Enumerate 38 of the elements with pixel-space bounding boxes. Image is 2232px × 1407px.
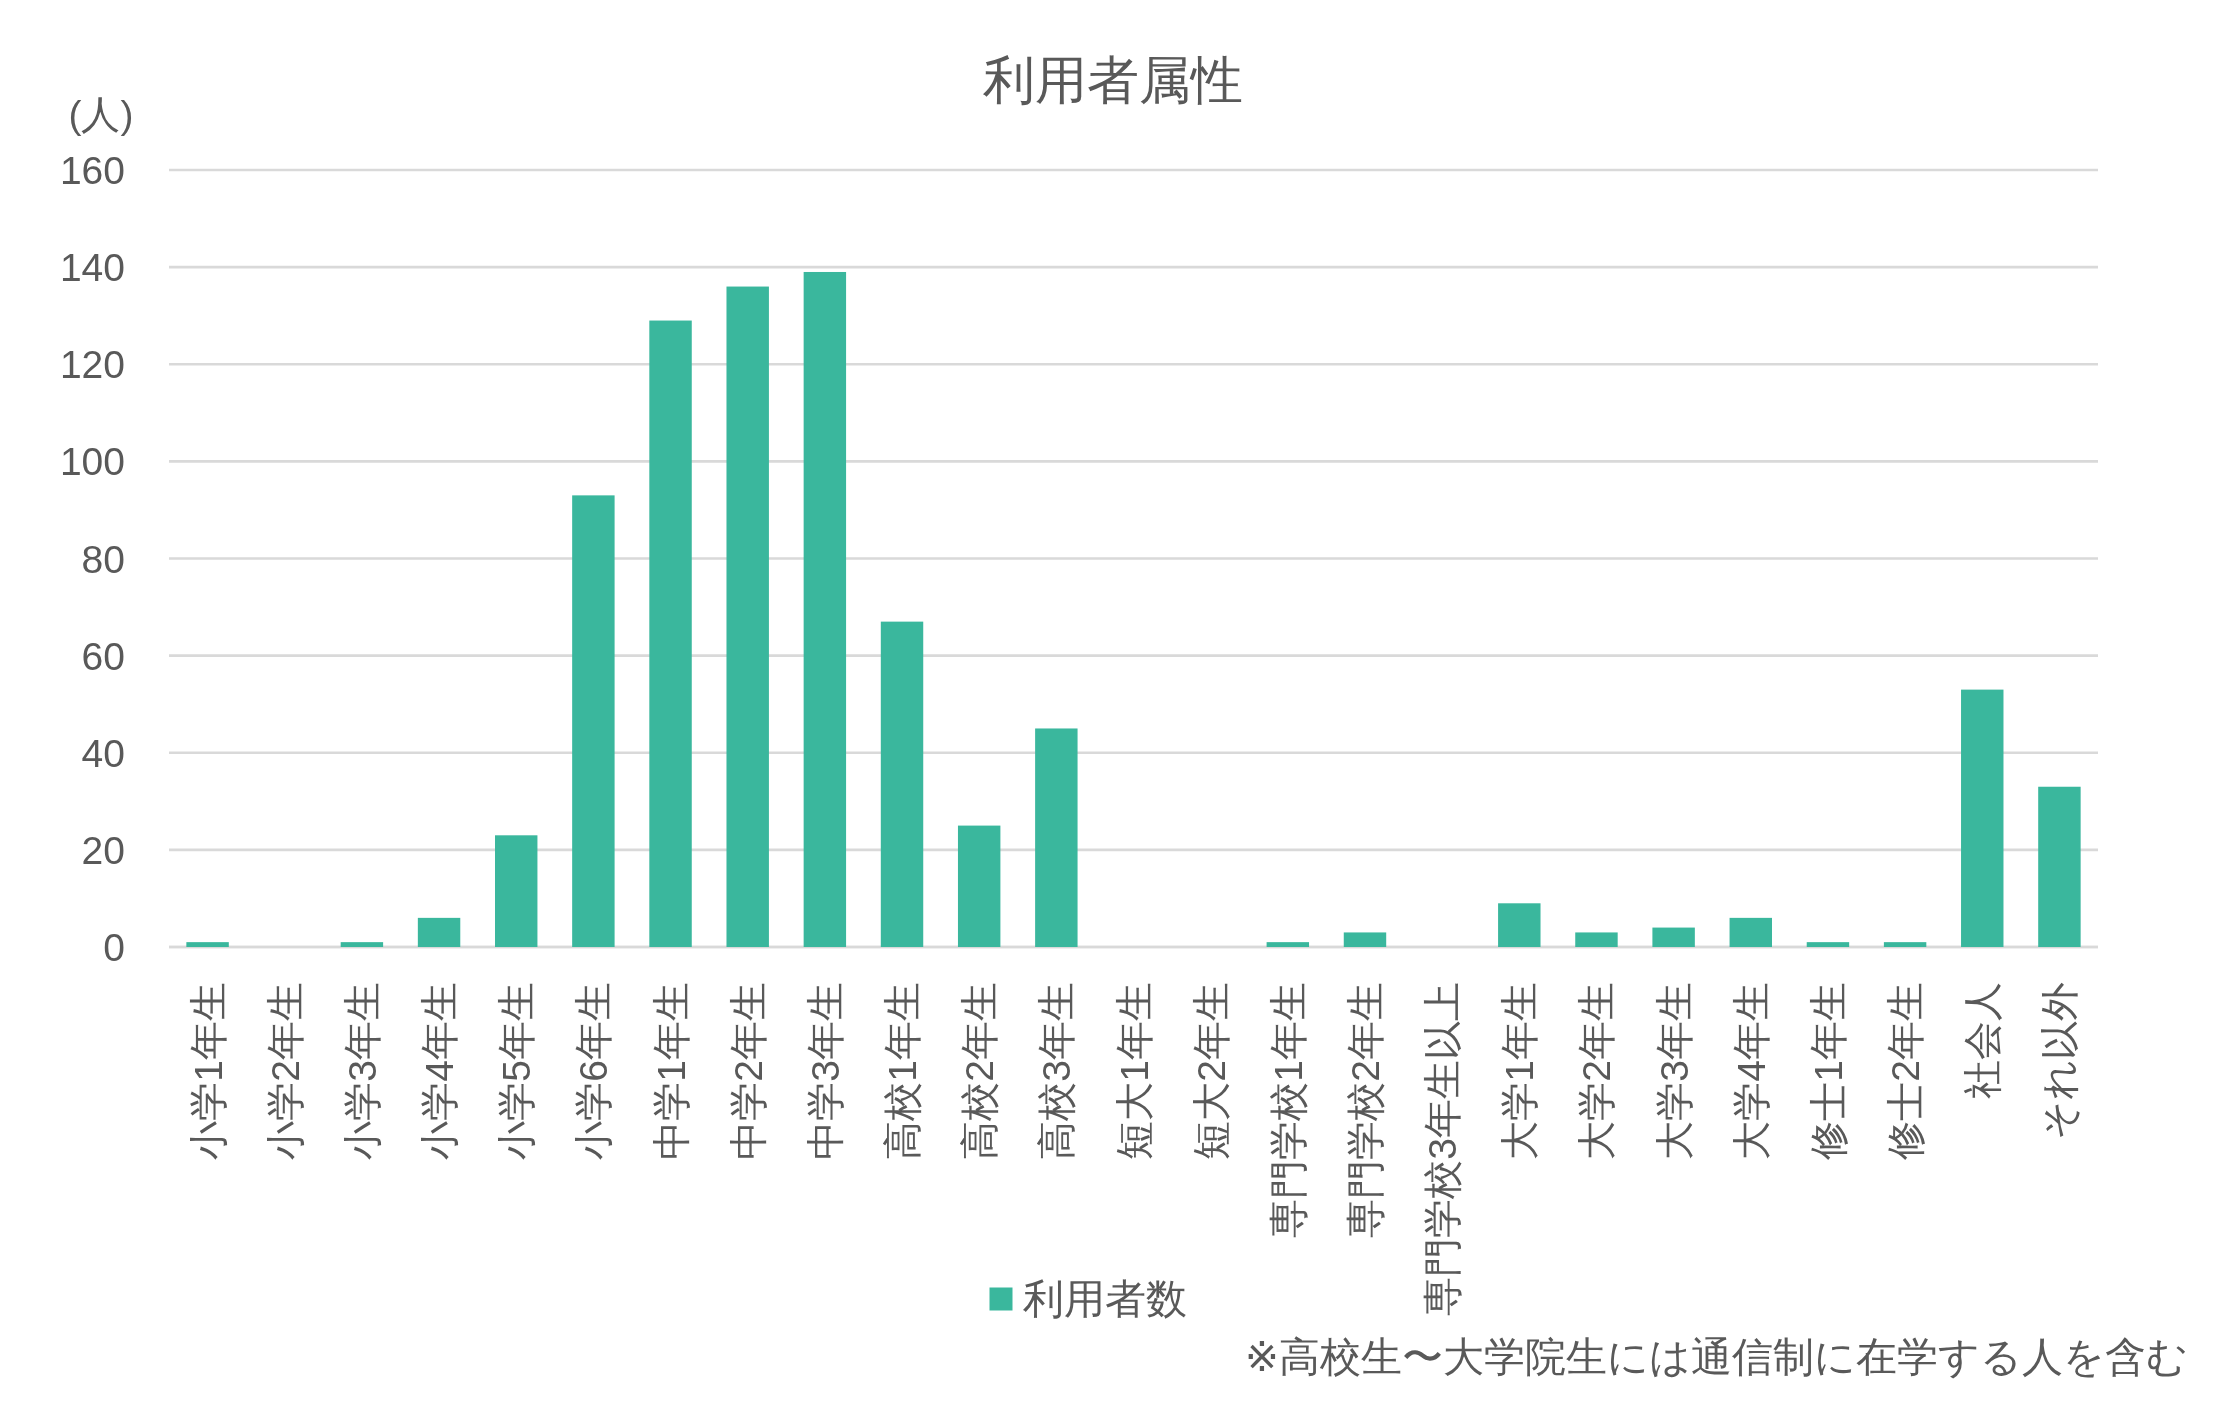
legend-label: 利用者数 <box>1022 1276 1187 1322</box>
y-tick: 0 <box>103 925 125 969</box>
y-tick: 160 <box>59 148 125 192</box>
annotation: ※高校生〜大学院生には通信制に在学する人を含む <box>1244 1334 2188 1380</box>
y-tick: 80 <box>81 537 125 580</box>
x-tick: それ以外 <box>2037 982 2081 1140</box>
y-tick: 100 <box>59 439 125 483</box>
y-tick: 120 <box>59 342 125 386</box>
ylabel: (人) <box>68 92 134 136</box>
x-tick: 短大2年生 <box>1189 982 1233 1160</box>
x-tick: 高校1年生 <box>880 982 924 1160</box>
x-tick: 修士1年生 <box>1806 982 1850 1160</box>
x-tick: 小学2年生 <box>263 982 307 1160</box>
y-tick: 60 <box>81 634 125 678</box>
x-tick: 大学2年生 <box>1574 982 1618 1160</box>
x-tick: 専門学校3年生以上 <box>1420 982 1464 1316</box>
x-tick: 小学1年生 <box>186 982 230 1160</box>
x-tick: 高校3年生 <box>1034 982 1078 1160</box>
y-tick: 20 <box>81 828 125 872</box>
x-tick: 中学3年生 <box>803 982 847 1160</box>
x-tick: 高校2年生 <box>957 982 1001 1160</box>
y-tick: 40 <box>81 731 125 775</box>
x-tick: 大学1年生 <box>1497 982 1541 1160</box>
title: 利用者属性 <box>983 51 1243 109</box>
x-tick: 大学3年生 <box>1652 982 1696 1160</box>
x-tick: 小学6年生 <box>571 982 615 1160</box>
x-tick: 小学5年生 <box>494 982 538 1160</box>
x-tick: 中学1年生 <box>649 982 693 1160</box>
x-tick: 修士2年生 <box>1883 982 1927 1160</box>
x-tick: 中学2年生 <box>726 982 770 1160</box>
y-tick: 140 <box>59 245 125 289</box>
x-tick: 短大1年生 <box>1112 982 1155 1160</box>
x-tick: 小学3年生 <box>340 982 384 1160</box>
x-tick: 専門学校2年生 <box>1343 982 1387 1238</box>
x-tick: 大学4年生 <box>1729 982 1773 1160</box>
x-tick: 社会人 <box>1960 982 2004 1099</box>
x-tick: 専門学校1年生 <box>1266 982 1310 1238</box>
x-tick: 小学4年生 <box>417 982 461 1160</box>
